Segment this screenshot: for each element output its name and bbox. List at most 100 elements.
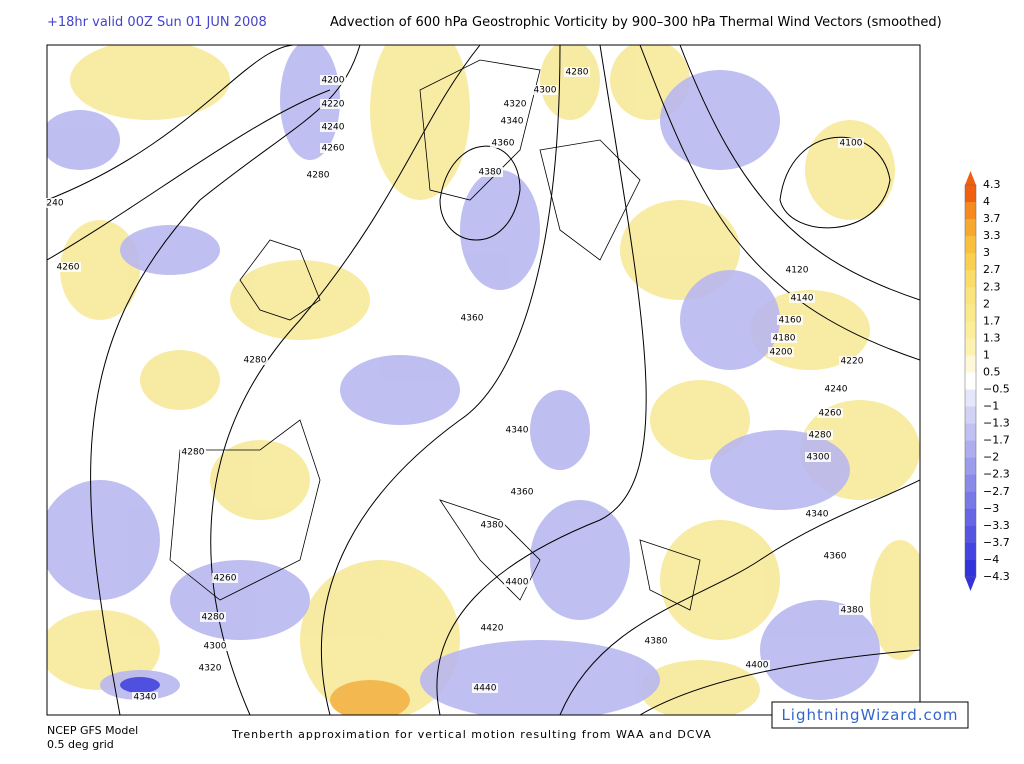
contour-label: 4380 bbox=[841, 606, 864, 616]
label-bg bbox=[804, 509, 830, 519]
contour-label: 4260 bbox=[57, 263, 80, 273]
contour-label: 4280 bbox=[182, 448, 205, 458]
label-bg bbox=[807, 430, 833, 440]
contour-label: 4420 bbox=[481, 624, 504, 634]
contour-label: 4280 bbox=[244, 356, 267, 366]
colorbar-label: −1.7 bbox=[983, 434, 1010, 447]
contour-label: 4300 bbox=[534, 86, 557, 96]
colorbar-label: −2.3 bbox=[983, 468, 1010, 481]
label-bg bbox=[532, 85, 558, 95]
shading bbox=[47, 45, 920, 715]
contour-label: 4280 bbox=[809, 431, 832, 441]
label-bg bbox=[42, 198, 68, 208]
colorbar-label: −1.3 bbox=[983, 417, 1010, 430]
label-bg bbox=[504, 577, 530, 587]
colorbar-cell bbox=[965, 559, 976, 578]
contour-label: 4300 bbox=[204, 642, 227, 652]
label-bg bbox=[200, 612, 226, 622]
label-bg bbox=[784, 265, 810, 275]
contour-label: 4300 bbox=[807, 453, 830, 463]
label-bg bbox=[242, 355, 268, 365]
colorbar-label: −0.5 bbox=[983, 383, 1010, 396]
map-area: 4200 4220 4240 4260 4280 240 4260 4280 4280 4260 4… bbox=[42, 44, 921, 716]
contour-label: 4360 bbox=[492, 139, 515, 149]
contour-label: 4200 bbox=[322, 76, 345, 86]
colorbar-cell bbox=[965, 321, 976, 339]
contour-label: 4240 bbox=[825, 385, 848, 395]
colorbar-label: 3.7 bbox=[983, 212, 1001, 225]
contour-label: 4360 bbox=[824, 552, 847, 562]
colorbar-cell bbox=[965, 491, 976, 510]
contour-label: 4120 bbox=[786, 266, 809, 276]
colorbar-cell bbox=[965, 542, 976, 561]
colorbar-label: 4 bbox=[983, 195, 990, 208]
colorbar-cell bbox=[965, 270, 976, 288]
label-bg bbox=[132, 692, 158, 702]
contour-label: 4340 bbox=[806, 510, 829, 520]
label-bg bbox=[504, 425, 530, 435]
label-bg bbox=[744, 660, 770, 670]
colorbar-label: 2 bbox=[983, 297, 990, 310]
colorbar-frame bbox=[964, 184, 977, 578]
label-bg bbox=[479, 623, 505, 633]
colorbar-cell bbox=[965, 253, 976, 271]
contour-label: 4220 bbox=[322, 100, 345, 110]
label-bg bbox=[180, 447, 206, 457]
colorbar-label: −3.7 bbox=[983, 536, 1010, 549]
label-bg bbox=[805, 452, 831, 462]
label-bg bbox=[768, 347, 794, 357]
contour-label: 4100 bbox=[840, 139, 863, 149]
contour-label: 240 bbox=[46, 199, 63, 209]
colorbar-label: −1 bbox=[983, 400, 999, 413]
colorbar-cell bbox=[965, 236, 976, 254]
colorbar-label: −4.3 bbox=[983, 570, 1010, 583]
contour-label: 4360 bbox=[511, 488, 534, 498]
contour-label: 4340 bbox=[501, 117, 524, 127]
grid-info: 0.5 deg grid bbox=[47, 738, 114, 751]
contour-label: 4360 bbox=[461, 314, 484, 324]
contour-label: 4220 bbox=[841, 357, 864, 367]
colorbar-label: −3.3 bbox=[983, 519, 1010, 532]
contour-label: 4320 bbox=[504, 100, 527, 110]
contour-label: 4260 bbox=[322, 144, 345, 154]
label-bg bbox=[509, 487, 535, 497]
contour-label: 4260 bbox=[819, 409, 842, 419]
contour-label: 4240 bbox=[322, 123, 345, 133]
colorbar-label: −3 bbox=[983, 502, 999, 515]
model-name: NCEP GFS Model bbox=[47, 724, 138, 737]
colorbar-label: 1 bbox=[983, 348, 990, 361]
contour-label: 4400 bbox=[746, 661, 769, 671]
contour-label: 4340 bbox=[134, 693, 157, 703]
label-bg bbox=[320, 122, 346, 132]
colorbar-cell bbox=[965, 423, 976, 442]
colorbar: 4.3 4 3.7 3.3 3 2.7 2.3 2 1.7 1.3 1 0.5 −0.5 −1 −1.3 −1… bbox=[964, 171, 1010, 591]
label-bg bbox=[777, 315, 803, 325]
label-bg bbox=[320, 99, 346, 109]
label-bg bbox=[472, 683, 498, 693]
contour-label: 4380 bbox=[479, 168, 502, 178]
contour-label: 4280 bbox=[202, 613, 225, 623]
colorbar-cell bbox=[965, 287, 976, 305]
colorbar-cell bbox=[965, 457, 976, 476]
colorbar-cell bbox=[965, 440, 976, 459]
watermark-box bbox=[771, 701, 969, 729]
label-bg bbox=[197, 663, 223, 673]
colorbar-label: 3 bbox=[983, 246, 990, 259]
label-bg bbox=[477, 167, 503, 177]
colorbar-label: 0.5 bbox=[983, 365, 1001, 378]
colorbar-label: 1.3 bbox=[983, 331, 1001, 344]
colorbar-cell bbox=[965, 304, 976, 322]
colorbar-label: 4.3 bbox=[983, 178, 1001, 191]
colorbar-cell bbox=[965, 372, 976, 391]
label-bg bbox=[212, 573, 238, 583]
colorbar-cell bbox=[965, 219, 976, 237]
label-bg bbox=[838, 138, 864, 148]
colorbar-arrow bbox=[965, 171, 976, 185]
colorbar-cell bbox=[965, 389, 976, 408]
colorbar-cell bbox=[965, 355, 976, 373]
colorbar-cell bbox=[965, 185, 976, 203]
contour-label: 4260 bbox=[214, 574, 237, 584]
colorbar-cell bbox=[965, 474, 976, 493]
contour-label: 4160 bbox=[779, 316, 802, 326]
